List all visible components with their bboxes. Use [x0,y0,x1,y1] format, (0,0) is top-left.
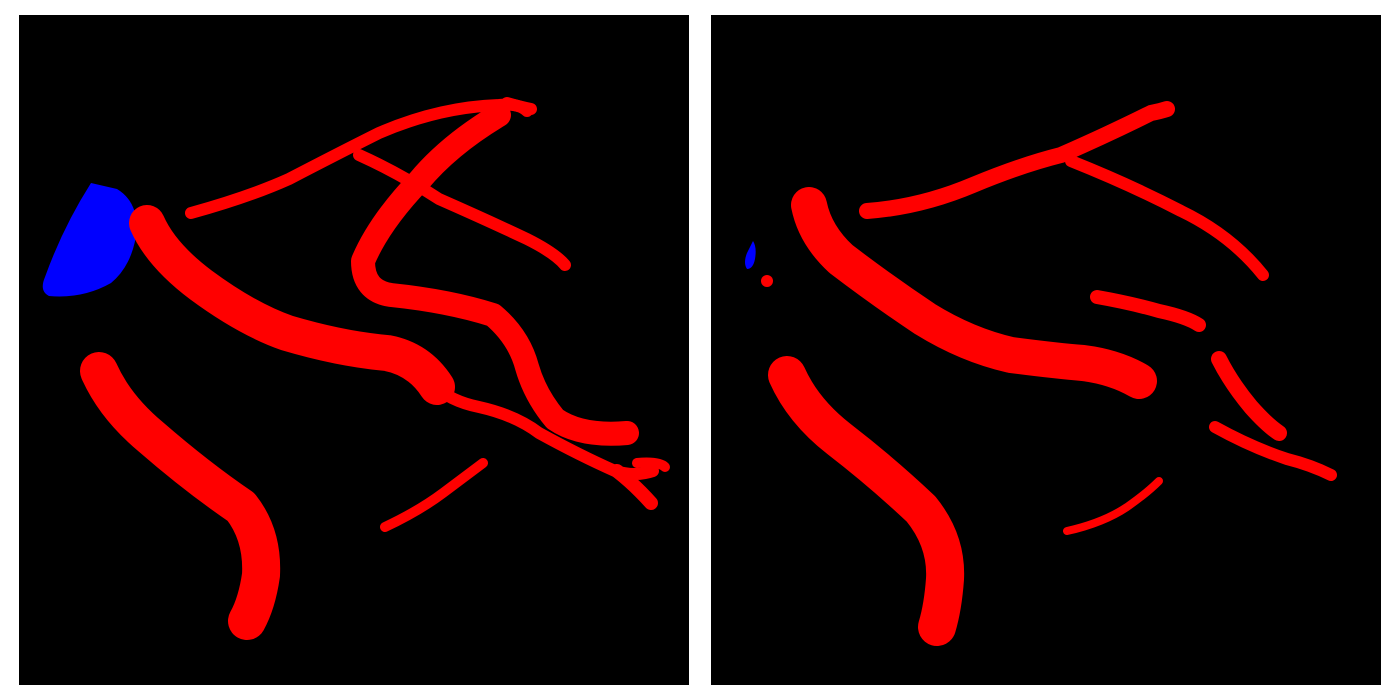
vessel-crossing-left [351,103,639,446]
vessel-upper-right [859,101,1175,219]
vessel-lower-thin-left [380,458,488,532]
blue-region-right [745,241,756,269]
vessel-trunk-tip-left [632,457,670,472]
vessel-lower-thick-right [768,356,965,646]
vessel-lower-thick-left [80,352,281,640]
vessel-right-fragment-right [1211,351,1287,441]
vessel-upper-tip-left [501,97,537,115]
blue-region-left [42,183,137,297]
vessel-dot-right [761,275,773,287]
segmentation-panel-left [19,15,689,685]
segmentation-panel-right [711,15,1381,685]
segmentation-mask-left [42,97,670,640]
vessel-right-lower-right [1209,421,1337,481]
vessel-main-trunk-right [791,187,1157,399]
vessel-trunk-fork-left [610,464,658,510]
vessel-middle-short-right [1090,290,1206,332]
vessel-upper-branch-right [1065,155,1269,281]
vessel-main-trunk-left [129,205,455,405]
vessel-lower-thin-right [1063,477,1163,535]
segmentation-mask-right [745,101,1337,646]
vessel-diagonal-left [353,149,571,271]
